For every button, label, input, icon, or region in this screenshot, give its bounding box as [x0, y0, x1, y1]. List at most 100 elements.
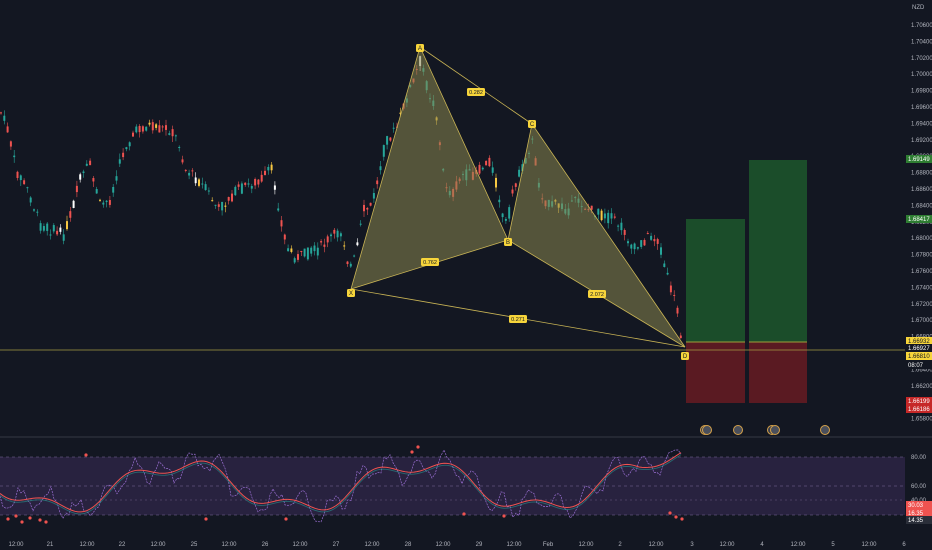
time-tick-label: 12:00 — [861, 542, 877, 548]
signal-dot — [28, 516, 32, 520]
event-icon-4[interactable] — [820, 425, 830, 435]
time-tick-label: 26 — [262, 542, 269, 548]
candle — [343, 241, 346, 251]
time-tick-label: 12:00 — [506, 542, 522, 548]
candle — [297, 250, 299, 263]
candle — [511, 185, 514, 197]
candle — [633, 242, 636, 255]
indicator-tag: 30.03 — [906, 501, 932, 509]
candle — [244, 182, 247, 187]
point-label-a[interactable]: A — [416, 44, 424, 52]
price-axis[interactable]: 1.70600 1.70400 1.70200 1.70000 1.69800 1.696… — [906, 23, 932, 423]
stochastic-rsi-pane[interactable] — [0, 445, 905, 524]
event-icon-1[interactable] — [700, 425, 712, 435]
price-tick-label: 1.67600 — [911, 269, 932, 275]
candle — [346, 260, 349, 267]
point-label-b[interactable]: B — [504, 238, 512, 246]
time-tick-label: 12:00 — [364, 542, 380, 548]
candle — [359, 220, 362, 227]
candle — [234, 185, 237, 196]
svg-text:1.66186: 1.66186 — [908, 407, 930, 413]
candle — [481, 166, 484, 171]
candle — [174, 134, 177, 142]
signal-dot — [502, 514, 506, 518]
point-label-c[interactable]: C — [528, 120, 536, 128]
candle — [122, 148, 125, 161]
candle — [392, 122, 395, 133]
candle — [504, 216, 507, 224]
candle — [283, 233, 286, 245]
time-tick-label: 6 — [902, 542, 906, 548]
position-zones[interactable] — [686, 160, 807, 403]
candle — [184, 169, 187, 173]
candle — [227, 196, 230, 205]
svg-text:1.66927: 1.66927 — [908, 346, 930, 352]
price-tick-label: 1.66200 — [911, 384, 932, 390]
candle — [277, 202, 280, 212]
candle — [363, 199, 365, 217]
svg-text:D: D — [683, 354, 688, 360]
price-tag: 1.68417 — [906, 215, 932, 223]
candle — [29, 196, 32, 207]
price-tick-label: 1.68400 — [911, 203, 932, 209]
candle — [300, 250, 303, 256]
candle — [13, 149, 16, 163]
candle — [514, 182, 517, 191]
price-tick-label: 1.69800 — [911, 89, 932, 95]
indicator-tick-label: 80.00 — [911, 455, 927, 461]
candle — [382, 144, 385, 161]
signal-dot — [668, 511, 672, 515]
svg-text:0.762: 0.762 — [423, 260, 437, 266]
indicator-lines — [0, 445, 684, 524]
event-icon-2[interactable] — [733, 425, 743, 435]
price-tick-label: 1.70000 — [911, 72, 932, 78]
event-icon-3[interactable] — [767, 425, 780, 435]
long-stop-zone-2[interactable] — [749, 342, 807, 403]
svg-text:1.68417: 1.68417 — [908, 217, 930, 223]
time-tick-label: Feb — [543, 542, 554, 548]
candle — [617, 224, 620, 232]
candle — [237, 181, 240, 191]
candle — [9, 140, 12, 150]
d-line — [0, 452, 682, 513]
point-label-x[interactable]: X — [347, 289, 355, 297]
candle — [108, 195, 111, 208]
signal-dot — [204, 517, 208, 521]
signal-dot — [284, 517, 288, 521]
candle — [52, 223, 55, 234]
candle — [125, 146, 128, 152]
ratio-label-xb: 0.762 — [421, 258, 439, 266]
candle — [287, 244, 290, 252]
candle — [597, 208, 600, 220]
candle — [313, 242, 316, 256]
long-stop-zone[interactable] — [686, 342, 745, 403]
candle — [673, 290, 676, 302]
candle — [478, 161, 481, 175]
time-tick-label: 3 — [690, 542, 694, 548]
candle — [201, 177, 204, 189]
candle — [36, 209, 39, 217]
event-markers[interactable] — [700, 425, 830, 435]
price-tick-label: 1.70600 — [911, 23, 932, 29]
pattern-triangle-xab[interactable] — [350, 45, 509, 290]
indicator-tick-label: 60.00 — [911, 484, 927, 490]
candle — [353, 254, 356, 258]
candle — [660, 243, 662, 259]
time-axis[interactable]: 12:00 21 12:00 22 12:00 25 12:00 26 12:00 27 12:00… — [8, 542, 906, 548]
long-target-zone[interactable] — [686, 219, 745, 342]
candle — [118, 153, 121, 167]
candle — [267, 164, 270, 175]
price-tick-label: 1.67400 — [911, 285, 932, 291]
candle — [613, 213, 616, 220]
pattern-triangle-bcd[interactable] — [507, 122, 686, 348]
time-tick-label: 29 — [476, 542, 483, 548]
point-label-d[interactable]: D — [681, 352, 689, 360]
harmonic-pattern[interactable]: 0.282 0.762 2.072 0.271 X A B C — [347, 44, 689, 360]
long-target-zone-2[interactable] — [749, 160, 807, 342]
candle — [56, 226, 59, 236]
time-tick-label: 27 — [333, 542, 340, 548]
candle — [204, 181, 207, 191]
